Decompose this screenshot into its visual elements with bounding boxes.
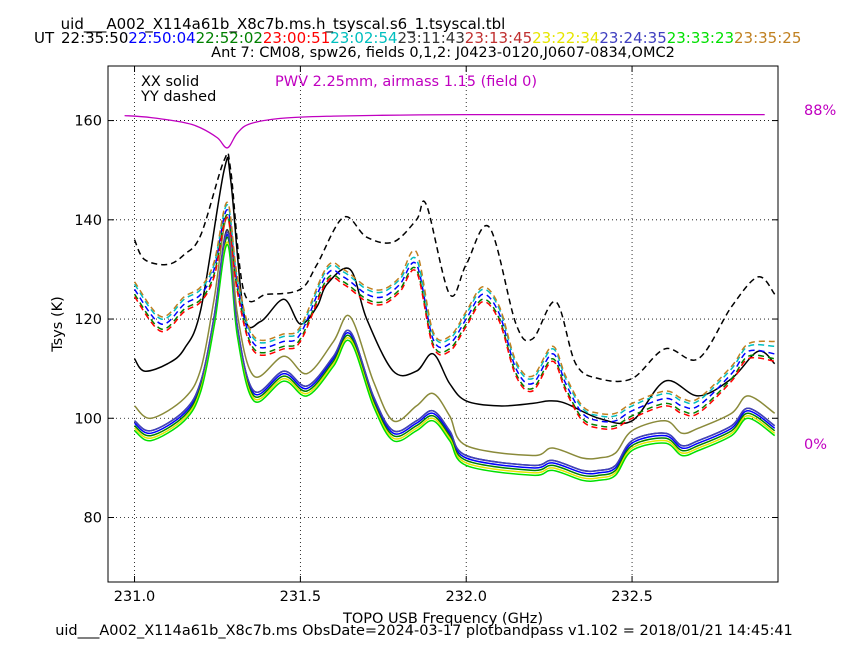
ut-time-4: 23:02:54: [330, 29, 397, 47]
ut-time-9: 23:33:23: [667, 29, 734, 47]
chart-title: uid___A002_X114a61b_X8c7b.ms.h_tsyscal.s…: [61, 15, 506, 34]
series-line-6: [133, 201, 775, 416]
legend-xx: XX solid: [141, 74, 199, 90]
ytick-label-2: 120: [74, 312, 102, 328]
ytick-label-0: 80: [84, 511, 102, 527]
series-line-8: [134, 236, 776, 478]
legend-yy: YY dashed: [140, 89, 216, 105]
pwv-annotation: PWV 2.25mm, airmass 1.15 (field 0): [275, 74, 537, 90]
ut-time-7: 23:22:34: [532, 29, 599, 47]
xtick-label-2: 232.0: [445, 589, 487, 605]
atm-transmission-line: [124, 113, 765, 149]
right-axis-bottom-label: 0%: [804, 437, 827, 453]
xtick-label-1: 231.5: [280, 589, 322, 605]
ut-time-10: 23:35:25: [734, 29, 801, 47]
ytick-label-4: 160: [74, 114, 102, 130]
right-axis-top-label: 88%: [804, 103, 836, 119]
ut-time-1: 22:50:04: [128, 29, 195, 47]
series-line-12: [134, 231, 776, 473]
series-line-0: [133, 156, 776, 425]
ut-time-6: 23:13:45: [465, 29, 532, 47]
ut-time-2: 22:52:02: [196, 29, 263, 47]
axis-ticks: 231.0 231.5 232.0 232.5 80 100 120 140 160: [74, 66, 778, 605]
series-line-5: [133, 204, 775, 418]
ut-time-0: 22:35:50: [61, 29, 128, 47]
series-line-4: [133, 216, 775, 430]
plot-frame: [107, 65, 779, 583]
chart-subtitle: Ant 7: CM08, spw26, fields 0,1,2: J0423-…: [211, 45, 675, 61]
x-axis-label: TOPO USB Frequency (GHz): [342, 611, 543, 627]
data-traces: [124, 113, 776, 482]
xtick-label-3: 232.5: [611, 589, 653, 605]
ut-label: UT: [34, 29, 55, 47]
series-line-11: [134, 243, 776, 482]
ut-time-3: 23:00:51: [263, 29, 330, 47]
ytick-label-3: 140: [74, 213, 102, 229]
ut-time-5: 23:11:43: [398, 29, 465, 47]
series-line-13: [133, 216, 776, 460]
ut-times-row: 22:35:50 22:50:04 22:52:02 23:00:51 23:02:54…: [61, 29, 801, 47]
xtick-label-0: 231.0: [114, 589, 156, 605]
plot-background: [108, 66, 778, 582]
ut-time-8: 23:24:35: [599, 29, 666, 47]
ytick-label-1: 100: [74, 411, 102, 427]
y-axis-label: Tsys (K): [50, 296, 66, 353]
footer-text: uid___A002_X114a61b_X8c7b.ms ObsDate=202…: [55, 623, 793, 639]
series-line-1: [133, 152, 776, 383]
